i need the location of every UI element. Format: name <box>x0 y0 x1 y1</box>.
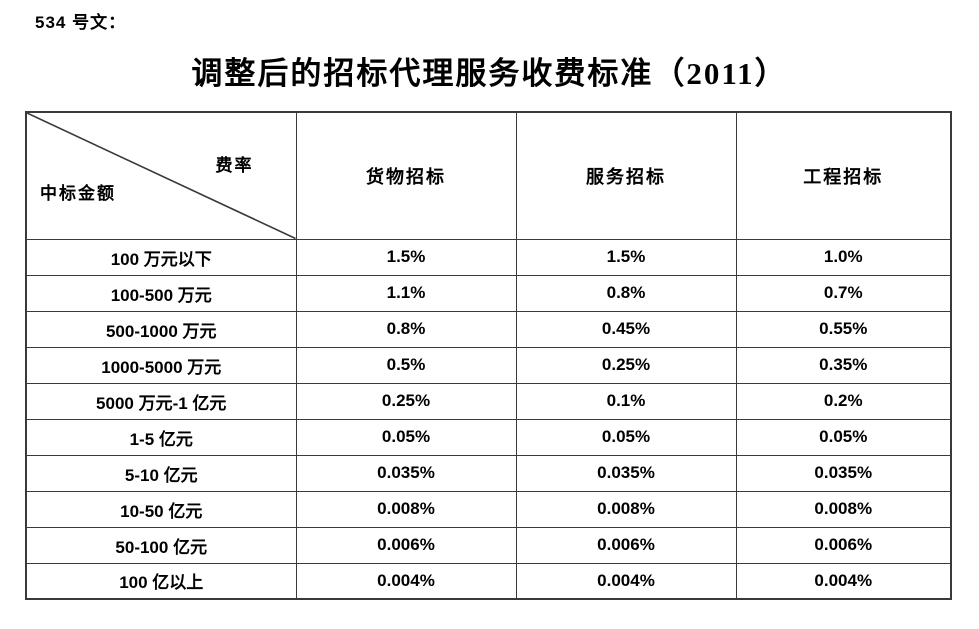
rate-value-cell: 0.004% <box>735 562 952 600</box>
table-row: 5-10 亿元 0.035% 0.035% 0.035% <box>25 454 952 492</box>
rate-value-cell: 0.008% <box>515 490 737 528</box>
rate-value-cell: 0.55% <box>735 310 952 348</box>
amount-range-cell: 100 万元以下 <box>25 238 297 276</box>
fee-rate-table: 费率 中标金额 货物招标 服务招标 工程招标 100 万元以下 1.5% 1.5% 1… <box>25 111 952 600</box>
table-row: 100 万元以下 1.5% 1.5% 1.0% <box>25 238 952 276</box>
column-header-engineering-bidding: 工程招标 <box>735 111 952 240</box>
table-row: 1000-5000 万元 0.5% 0.25% 0.35% <box>25 346 952 384</box>
rate-value-cell: 0.2% <box>735 382 952 420</box>
page-title: 调整后的招标代理服务收费标准（2011） <box>191 56 788 91</box>
corner-header-cell: 费率 中标金额 <box>25 111 297 240</box>
rate-value-cell: 0.035% <box>735 454 952 492</box>
rate-value-cell: 1.5% <box>515 238 737 276</box>
table-row: 5000 万元-1 亿元 0.25% 0.1% 0.2% <box>25 382 952 420</box>
rate-value-cell: 0.25% <box>515 346 737 384</box>
table-header-row: 费率 中标金额 货物招标 服务招标 工程招标 <box>25 111 952 240</box>
table-row: 500-1000 万元 0.8% 0.45% 0.55% <box>25 310 952 348</box>
rate-value-cell: 0.05% <box>295 418 517 456</box>
rate-value-cell: 0.45% <box>515 310 737 348</box>
rate-value-cell: 0.035% <box>295 454 517 492</box>
doc-number-label: 534 号文： <box>35 13 127 32</box>
rate-value-cell: 0.006% <box>515 526 737 564</box>
table-row: 1-5 亿元 0.05% 0.05% 0.05% <box>25 418 952 456</box>
diagonal-divider-line <box>27 113 296 239</box>
fee-table-body: 费率 中标金额 货物招标 服务招标 工程招标 100 万元以下 1.5% 1.5% 1… <box>25 111 952 600</box>
amount-range-cell: 100-500 万元 <box>25 274 297 312</box>
rate-value-cell: 0.008% <box>295 490 517 528</box>
rate-value-cell: 0.008% <box>735 490 952 528</box>
column-header-service-bidding: 服务招标 <box>515 111 737 240</box>
rate-value-cell: 0.35% <box>735 346 952 384</box>
amount-range-cell: 10-50 亿元 <box>25 490 297 528</box>
amount-range-cell: 5000 万元-1 亿元 <box>25 382 297 420</box>
table-row: 100 亿以上 0.004% 0.004% 0.004% <box>25 562 952 600</box>
rate-value-cell: 0.004% <box>515 562 737 600</box>
table-row: 50-100 亿元 0.006% 0.006% 0.006% <box>25 526 952 564</box>
rate-value-cell: 0.7% <box>735 274 952 312</box>
rate-value-cell: 0.035% <box>515 454 737 492</box>
rate-value-cell: 0.004% <box>295 562 517 600</box>
rate-value-cell: 0.25% <box>295 382 517 420</box>
rate-value-cell: 0.006% <box>295 526 517 564</box>
amount-range-cell: 5-10 亿元 <box>25 454 297 492</box>
corner-label-rate: 费率 <box>215 156 254 175</box>
rate-value-cell: 1.5% <box>295 238 517 276</box>
amount-range-cell: 1-5 亿元 <box>25 418 297 456</box>
amount-range-cell: 500-1000 万元 <box>25 310 297 348</box>
rate-value-cell: 1.0% <box>735 238 952 276</box>
rate-value-cell: 0.8% <box>515 274 737 312</box>
table-row: 100-500 万元 1.1% 0.8% 0.7% <box>25 274 952 312</box>
column-header-goods-bidding: 货物招标 <box>295 111 517 240</box>
rate-value-cell: 0.05% <box>515 418 737 456</box>
rate-value-cell: 1.1% <box>295 274 517 312</box>
rate-value-cell: 0.006% <box>735 526 952 564</box>
amount-range-cell: 1000-5000 万元 <box>25 346 297 384</box>
table-row: 10-50 亿元 0.008% 0.008% 0.008% <box>25 490 952 528</box>
rate-value-cell: 0.1% <box>515 382 737 420</box>
amount-range-cell: 50-100 亿元 <box>25 526 297 564</box>
rate-value-cell: 0.8% <box>295 310 517 348</box>
rate-value-cell: 0.05% <box>735 418 952 456</box>
corner-label-amount: 中标金额 <box>40 184 116 203</box>
rate-value-cell: 0.5% <box>295 346 517 384</box>
amount-range-cell: 100 亿以上 <box>25 562 297 600</box>
